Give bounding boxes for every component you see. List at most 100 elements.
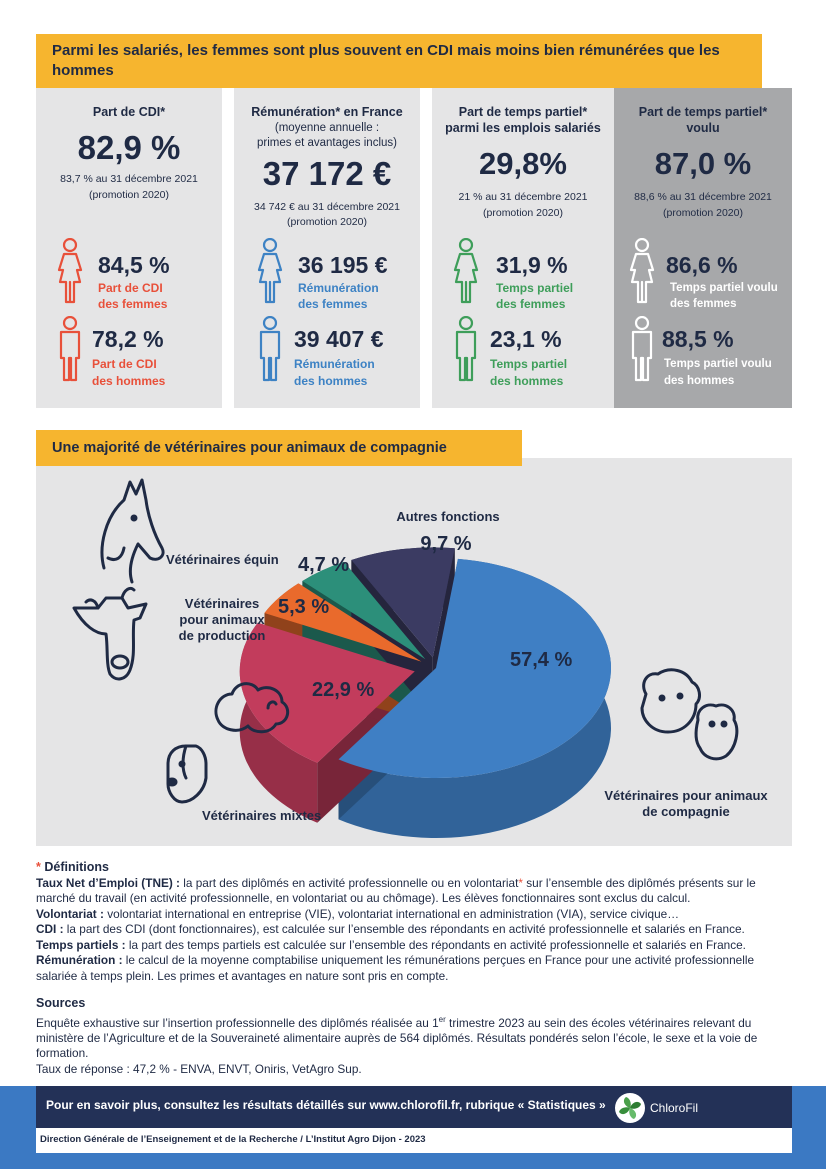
slice-compagnie	[338, 558, 611, 778]
dogs-icon	[640, 668, 739, 761]
panel-tpv-heading2: voulu	[686, 121, 720, 135]
label-production-1: Vétérinaires	[185, 596, 259, 611]
section2-title: Une majorité de vétérinaires pour animau…	[36, 430, 522, 466]
panel-cdi-women-value: 84,5 %	[98, 252, 170, 278]
sources-text2: trimestre 2023 au sein des écoles vétéri…	[36, 1015, 758, 1061]
sources-sup: er	[438, 1014, 446, 1024]
panel-cdi-women-label1: Part de CDI	[98, 281, 163, 295]
section1-title: Parmi les salariés, les femmes sont plus…	[36, 34, 762, 88]
footer-inner	[36, 1086, 792, 1128]
footer-credit-text: Direction Générale de l’Enseignement et …	[40, 1134, 426, 1145]
sources-title: Sources	[36, 996, 86, 1010]
def-tne-text: la part des diplômés en activité profess…	[179, 875, 519, 890]
sources-text3: Taux de réponse : 47,2 % - ENVA, ENVT, O…	[36, 1061, 362, 1076]
panel-tp-heading1: Part de temps partiel*	[458, 105, 588, 119]
value-autres: 9,7 %	[420, 533, 471, 555]
woman-icon	[57, 238, 83, 304]
man-icon	[455, 316, 477, 382]
man-icon	[259, 316, 281, 382]
panel-tp-men-label2: des hommes	[490, 374, 564, 388]
horse-icon	[100, 478, 165, 584]
panel-tp-men-value: 23,1 %	[490, 326, 562, 352]
panel-rem-women-label1: Rémunération	[298, 281, 379, 295]
dog-icon	[166, 744, 208, 804]
label-mixtes: Vétérinaires mixtes	[202, 808, 321, 823]
panel-temps-partiel: Part de temps partiel* parmi les emplois…	[432, 88, 614, 408]
slice-mixtes	[239, 622, 415, 763]
def-tne-star: *	[518, 875, 523, 890]
panel-tpv-women-label2: des femmes	[670, 298, 737, 310]
panel-cdi-heading: Part de CDI*	[92, 105, 166, 119]
panel-rem-men-label1: Rémunération	[294, 357, 375, 371]
panel-tpv-men-label2: des hommes	[664, 375, 735, 387]
pie-chart: Autres fonctions 9,7 % Vétérinaires équi…	[72, 478, 768, 838]
man-icon	[59, 316, 81, 382]
sources: Sources Enquête exhaustive sur l’inserti…	[36, 996, 776, 1077]
man-icon	[631, 316, 653, 382]
sources-text1: Enquête exhaustive sur l’insertion profe…	[36, 1015, 439, 1030]
panel-rem-sub1: (moyenne annuelle :	[274, 122, 380, 134]
def-rem-term: Rémunération :	[36, 953, 123, 967]
label-compagnie-1: Vétérinaires pour animaux	[604, 788, 768, 803]
panel-tpv-women-label1: Temps partiel voulu	[670, 282, 778, 294]
panel-tpv-value: 87,0 %	[654, 146, 752, 181]
value-equin: 4,7 %	[298, 554, 349, 576]
definitions-title: Définitions	[40, 860, 109, 874]
footer-logo-text: ChloroFil	[650, 1101, 699, 1115]
panel-rem-women-label2: des femmes	[298, 297, 368, 311]
def-tp-text: la part des temps partiels est calculée …	[125, 937, 746, 952]
panel-tpv-men-value: 88,5 %	[662, 326, 734, 352]
panel-rem-note1: 34 742 € au 31 décembre 2021	[254, 201, 400, 213]
footer-link-text[interactable]: Pour en savoir plus, consultez les résul…	[46, 1098, 606, 1112]
woman-icon	[257, 238, 283, 304]
def-tp-term: Temps partiels :	[36, 937, 126, 952]
sheep-icon	[214, 682, 290, 734]
value-production: 5,3 %	[278, 596, 329, 618]
panel-tp-women-label2: des femmes	[496, 297, 566, 311]
label-compagnie-2: de compagnie	[642, 804, 729, 819]
label-production-3: de production	[179, 628, 266, 643]
def-tne-term: Taux Net d’Emploi (TNE) :	[36, 875, 180, 890]
panel-remuneration: Rémunération* en France (moyenne annuell…	[234, 88, 420, 408]
panel-rem-note2: (promotion 2020)	[287, 216, 367, 228]
panel-rem-value: 37 172 €	[262, 155, 392, 192]
panel-temps-partiel-voulu: Part de temps partiel* voulu 87,0 % 88,6…	[614, 88, 792, 408]
def-cdi-text: la part des CDI (dont fonctionnaires), e…	[63, 922, 745, 936]
panel-tpv-women-value: 86,6 %	[666, 252, 738, 278]
panel-tp-women-label1: Temps partiel	[496, 281, 574, 295]
def-tne-text2: sur l’ensemble des diplômés présents sur…	[36, 875, 756, 906]
woman-icon	[453, 238, 479, 304]
footer-credit	[36, 1128, 792, 1153]
panel-rem-sub2: primes et avantages inclus)	[257, 137, 397, 149]
slice-production	[264, 583, 422, 662]
label-production-2: pour animaux	[179, 612, 265, 627]
label-equin: Vétérinaires équin	[166, 552, 279, 567]
panel-rem-men-value: 39 407 €	[294, 326, 384, 352]
woman-icon	[629, 238, 655, 304]
panel-cdi-women-label2: des femmes	[98, 297, 168, 311]
panel-cdi-note2: (promotion 2020)	[89, 189, 169, 201]
panel-tpv-note2: (promotion 2020)	[663, 207, 743, 219]
chlorofil-logo-icon	[615, 1093, 645, 1123]
panel-cdi-note1: 83,7 % au 31 décembre 2021	[60, 173, 198, 185]
def-vol-text: volontariat international en entreprise …	[103, 906, 680, 921]
panel-tp-note1: 21 % au 31 décembre 2021	[458, 191, 588, 203]
panel-tp-value: 29,8%	[479, 146, 567, 181]
definitions: * Définitions Taux Net d’Emploi (TNE) : …	[36, 860, 792, 984]
label-autres: Autres fonctions	[396, 509, 499, 524]
panel-cdi-men-label1: Part de CDI	[92, 357, 157, 371]
panel-cdi-men-label2: des hommes	[92, 374, 166, 388]
panel-tp-note2: (promotion 2020)	[483, 207, 563, 219]
slice-autres	[351, 547, 455, 658]
definitions-star: *	[36, 860, 41, 874]
panel-tpv-heading1: Part de temps partiel*	[638, 105, 768, 119]
value-mixtes: 22,9 %	[312, 679, 374, 701]
cow-icon	[72, 586, 148, 681]
panel-rem-men-label2: des hommes	[294, 374, 368, 388]
slice-equin	[302, 561, 426, 660]
panel-cdi: Part de CDI* 82,9 % 83,7 % au 31 décembr…	[36, 88, 222, 408]
panel-tpv-men-label1: Temps partiel voulu	[664, 358, 772, 370]
def-cdi-term: CDI :	[36, 922, 64, 936]
def-rem-text: le calcul de la moyenne comptabilise uni…	[36, 953, 755, 983]
panel-cdi-value: 82,9 %	[77, 129, 181, 166]
